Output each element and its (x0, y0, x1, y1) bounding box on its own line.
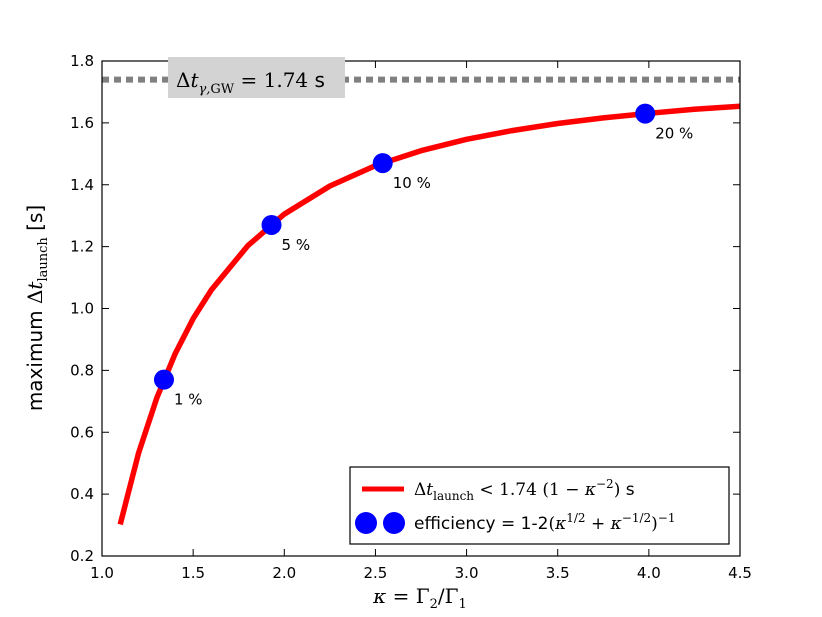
data-point (153, 369, 174, 390)
annotation-text: Δtγ,GW = 1.74 s (176, 68, 325, 97)
x-tick-label: 1.0 (90, 564, 114, 582)
y-axis-label: maximum Δtlaunch [s] (23, 205, 51, 411)
legend-label-curve: Δtlaunch < 1.74 (1 − κ−2) s (414, 477, 635, 503)
data-point-label: 1 % (174, 391, 203, 409)
data-point (372, 153, 393, 174)
y-tick-label: 1.8 (70, 52, 94, 70)
data-point-label: 20 % (655, 125, 693, 143)
y-tick-label: 1.0 (70, 300, 94, 318)
legend: Δtlaunch < 1.74 (1 − κ−2) s efficiency =… (349, 466, 730, 545)
y-tick-label: 1.2 (70, 238, 94, 256)
data-point-label: 5 % (282, 236, 311, 254)
annotation-background (168, 57, 345, 98)
y-tick-label: 1.4 (70, 176, 94, 194)
data-point-label: 10 % (393, 174, 431, 192)
legend-frame (349, 466, 730, 545)
legend-marker-1 (355, 512, 377, 534)
x-tick-label: 4.0 (637, 564, 661, 582)
x-tick-label: 3.5 (546, 564, 570, 582)
annotation-box: Δtγ,GW = 1.74 s (168, 57, 345, 98)
legend-label-points: efficiency = 1-2(κ1/2 + κ−1/2)−1 (414, 511, 675, 534)
y-tick-label: 1.6 (70, 114, 94, 132)
plot-points: 1 % 5 % 10 % 20 % (153, 103, 693, 409)
data-point (261, 214, 282, 235)
x-axis-label: κ = Γ2/Γ1 (372, 584, 467, 612)
plot-lines (102, 76, 741, 526)
data-point (635, 103, 656, 124)
y-tick-label: 0.2 (70, 547, 94, 565)
x-tick-label: 2.5 (363, 564, 387, 582)
y-tick-label: 0.8 (70, 361, 94, 379)
y-tick-label: 0.4 (70, 485, 94, 503)
x-tick-label: 3.0 (455, 564, 479, 582)
x-tick-label: 4.5 (728, 564, 752, 582)
legend-marker-2 (383, 512, 405, 534)
y-tick-label: 0.6 (70, 423, 94, 441)
plot-axes: 1.0 1.5 2.0 2.5 3.0 3.5 4.0 4.5 0.2 0.4 0.6 0.8 1.0 1… (70, 52, 752, 582)
x-tick-label: 1.5 (181, 564, 205, 582)
x-tick-label: 2.0 (272, 564, 296, 582)
series-line-curve (117, 103, 741, 526)
